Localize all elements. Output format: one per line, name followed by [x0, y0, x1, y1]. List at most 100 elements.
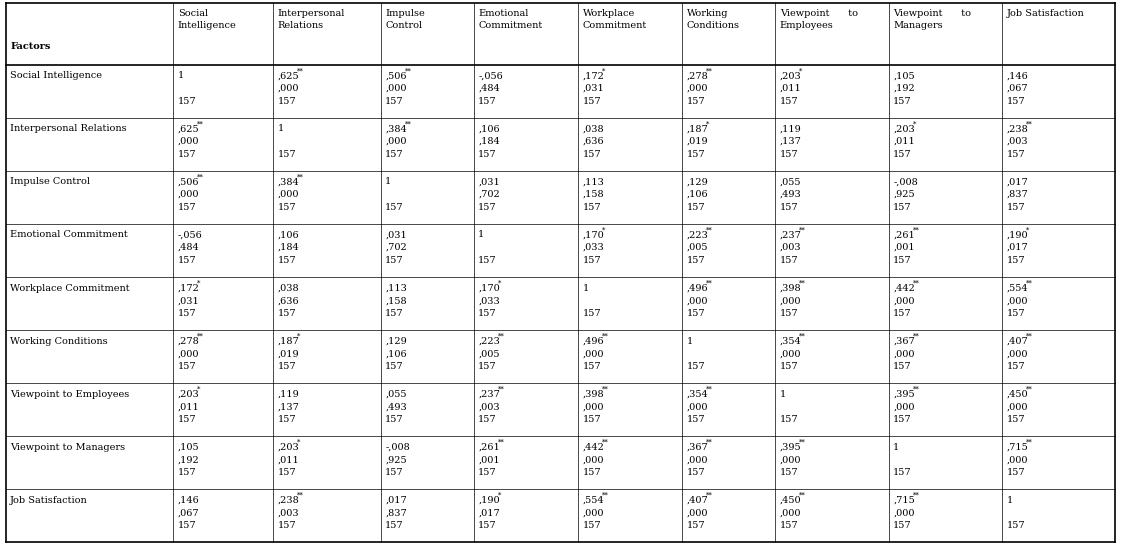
- Text: ,137: ,137: [780, 137, 802, 146]
- Text: ,000: ,000: [1007, 402, 1028, 411]
- Text: ,554: ,554: [583, 496, 604, 505]
- Text: Job Satisfaction: Job Satisfaction: [10, 496, 87, 505]
- Text: **: **: [405, 68, 411, 76]
- Text: **: **: [297, 492, 304, 500]
- Text: **: **: [799, 492, 806, 500]
- Text: 157: 157: [1007, 203, 1025, 211]
- Text: ,011: ,011: [278, 455, 299, 464]
- Text: ,000: ,000: [780, 455, 802, 464]
- Text: 157: 157: [479, 521, 497, 530]
- Text: **: **: [498, 386, 504, 394]
- Text: *: *: [799, 68, 803, 76]
- Text: ,031: ,031: [178, 296, 200, 305]
- Text: 157: 157: [780, 521, 798, 530]
- Text: ,003: ,003: [479, 402, 500, 411]
- Text: ,384: ,384: [278, 178, 299, 186]
- Text: 157: 157: [1007, 521, 1025, 530]
- Text: ,192: ,192: [893, 84, 915, 93]
- Text: ,496: ,496: [583, 337, 604, 346]
- Text: 1: 1: [479, 231, 484, 239]
- Text: **: **: [498, 333, 504, 341]
- Text: **: **: [799, 439, 806, 447]
- Text: 157: 157: [893, 521, 911, 530]
- Text: 157: 157: [780, 203, 798, 211]
- Text: ,129: ,129: [687, 178, 708, 186]
- Text: ,496: ,496: [687, 283, 708, 293]
- Text: ,223: ,223: [687, 231, 708, 239]
- Text: ,001: ,001: [893, 243, 915, 252]
- Text: Job Satisfaction: Job Satisfaction: [1007, 9, 1084, 19]
- Text: **: **: [197, 333, 204, 341]
- Text: ,554: ,554: [1007, 283, 1028, 293]
- Text: 157: 157: [479, 203, 497, 211]
- Text: 157: 157: [278, 362, 296, 371]
- Text: 157: 157: [687, 415, 705, 424]
- Text: 157: 157: [479, 468, 497, 477]
- Text: ,000: ,000: [386, 137, 407, 146]
- Text: ,238: ,238: [278, 496, 299, 505]
- Text: ,000: ,000: [386, 84, 407, 93]
- Text: **: **: [706, 492, 713, 500]
- Text: Workplace: Workplace: [583, 9, 634, 19]
- Text: ,000: ,000: [583, 508, 604, 517]
- Text: ,506: ,506: [386, 71, 407, 80]
- Text: 157: 157: [386, 468, 404, 477]
- Text: 157: 157: [386, 96, 404, 106]
- Text: ,000: ,000: [893, 296, 915, 305]
- Text: Factors: Factors: [10, 42, 50, 51]
- Text: 157: 157: [1007, 150, 1025, 159]
- Text: 157: 157: [687, 256, 705, 265]
- Text: ,442: ,442: [583, 443, 604, 452]
- Text: **: **: [602, 492, 609, 500]
- Text: 157: 157: [583, 415, 601, 424]
- Text: 157: 157: [278, 521, 296, 530]
- Text: 1: 1: [1007, 496, 1012, 505]
- Text: ,837: ,837: [386, 508, 407, 517]
- Text: **: **: [706, 68, 713, 76]
- Text: 157: 157: [687, 521, 705, 530]
- Text: *: *: [498, 492, 501, 500]
- Text: 157: 157: [1007, 256, 1025, 265]
- Text: ,000: ,000: [178, 137, 200, 146]
- Text: ,017: ,017: [1007, 243, 1028, 252]
- Text: ,190: ,190: [1007, 231, 1028, 239]
- Text: 1: 1: [386, 178, 391, 186]
- Text: 157: 157: [479, 362, 497, 371]
- Text: ,038: ,038: [583, 124, 604, 134]
- Text: 157: 157: [893, 203, 911, 211]
- Text: 157: 157: [178, 256, 196, 265]
- Text: 157: 157: [687, 150, 705, 159]
- Text: ,367: ,367: [893, 337, 915, 346]
- Text: 157: 157: [278, 415, 296, 424]
- Text: ,019: ,019: [278, 349, 299, 358]
- Text: ,506: ,506: [178, 178, 200, 186]
- Text: ,011: ,011: [178, 402, 200, 411]
- Text: ,000: ,000: [583, 349, 604, 358]
- Text: ,384: ,384: [386, 124, 407, 134]
- Text: 157: 157: [687, 96, 705, 106]
- Text: 157: 157: [278, 256, 296, 265]
- Text: ,003: ,003: [780, 243, 802, 252]
- Text: ,484: ,484: [479, 84, 500, 93]
- Text: 157: 157: [386, 309, 404, 318]
- Text: 157: 157: [780, 362, 798, 371]
- Text: Viewpoint to Employees: Viewpoint to Employees: [10, 390, 129, 398]
- Text: ,636: ,636: [278, 296, 299, 305]
- Text: ,055: ,055: [780, 178, 802, 186]
- Text: 157: 157: [583, 256, 601, 265]
- Text: *: *: [297, 333, 300, 341]
- Text: ,005: ,005: [687, 243, 708, 252]
- Text: ,625: ,625: [178, 124, 200, 134]
- Text: **: **: [799, 333, 806, 341]
- Text: **: **: [197, 120, 204, 129]
- Text: ,000: ,000: [178, 349, 200, 358]
- Text: Impulse: Impulse: [386, 9, 425, 19]
- Text: ,105: ,105: [178, 443, 200, 452]
- Text: 157: 157: [278, 309, 296, 318]
- Text: **: **: [912, 280, 919, 288]
- Text: ,278: ,278: [178, 337, 200, 346]
- Text: ,146: ,146: [1007, 71, 1028, 80]
- Text: **: **: [197, 174, 204, 181]
- Text: ,261: ,261: [893, 231, 915, 239]
- Text: ,837: ,837: [1007, 190, 1028, 199]
